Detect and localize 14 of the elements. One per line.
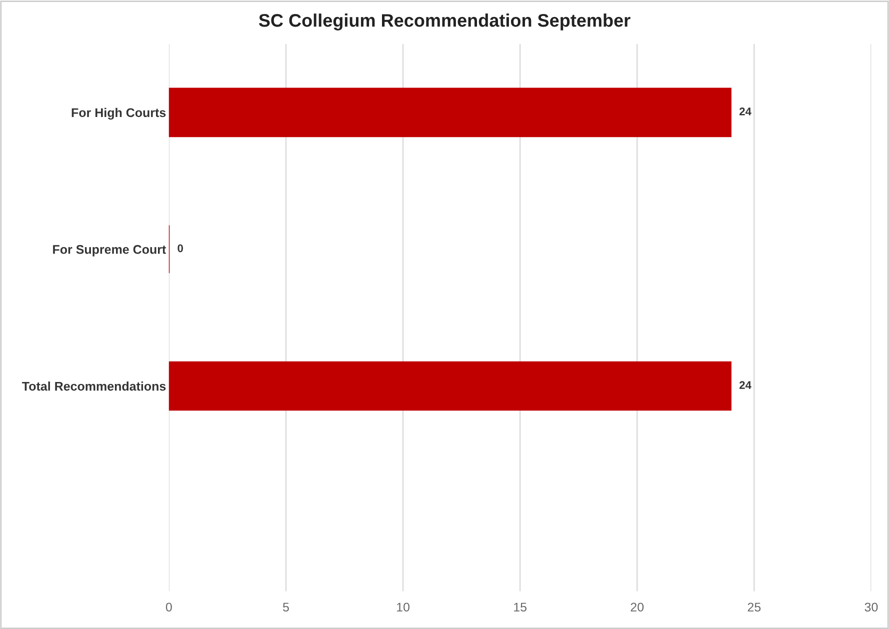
data-label: 0	[178, 244, 183, 252]
x-tick-label: 5	[282, 602, 289, 612]
y-tick-label: Total Recommendations	[22, 382, 166, 391]
data-label: 24	[739, 381, 752, 389]
x-tick-label: 10	[397, 602, 410, 612]
x-tick-label: 15	[514, 602, 526, 612]
chart-title: SC Collegium Recommendation September	[258, 14, 630, 30]
y-tick-label: For Supreme Court	[53, 245, 166, 256]
data-label: 24	[739, 108, 752, 116]
x-tick-label: 0	[166, 602, 172, 612]
x-tick-label: 25	[748, 602, 761, 612]
x-tick-label: 20	[630, 602, 644, 612]
y-tick-label: For High Courts	[72, 108, 166, 120]
x-tick-label: 30	[864, 602, 878, 612]
